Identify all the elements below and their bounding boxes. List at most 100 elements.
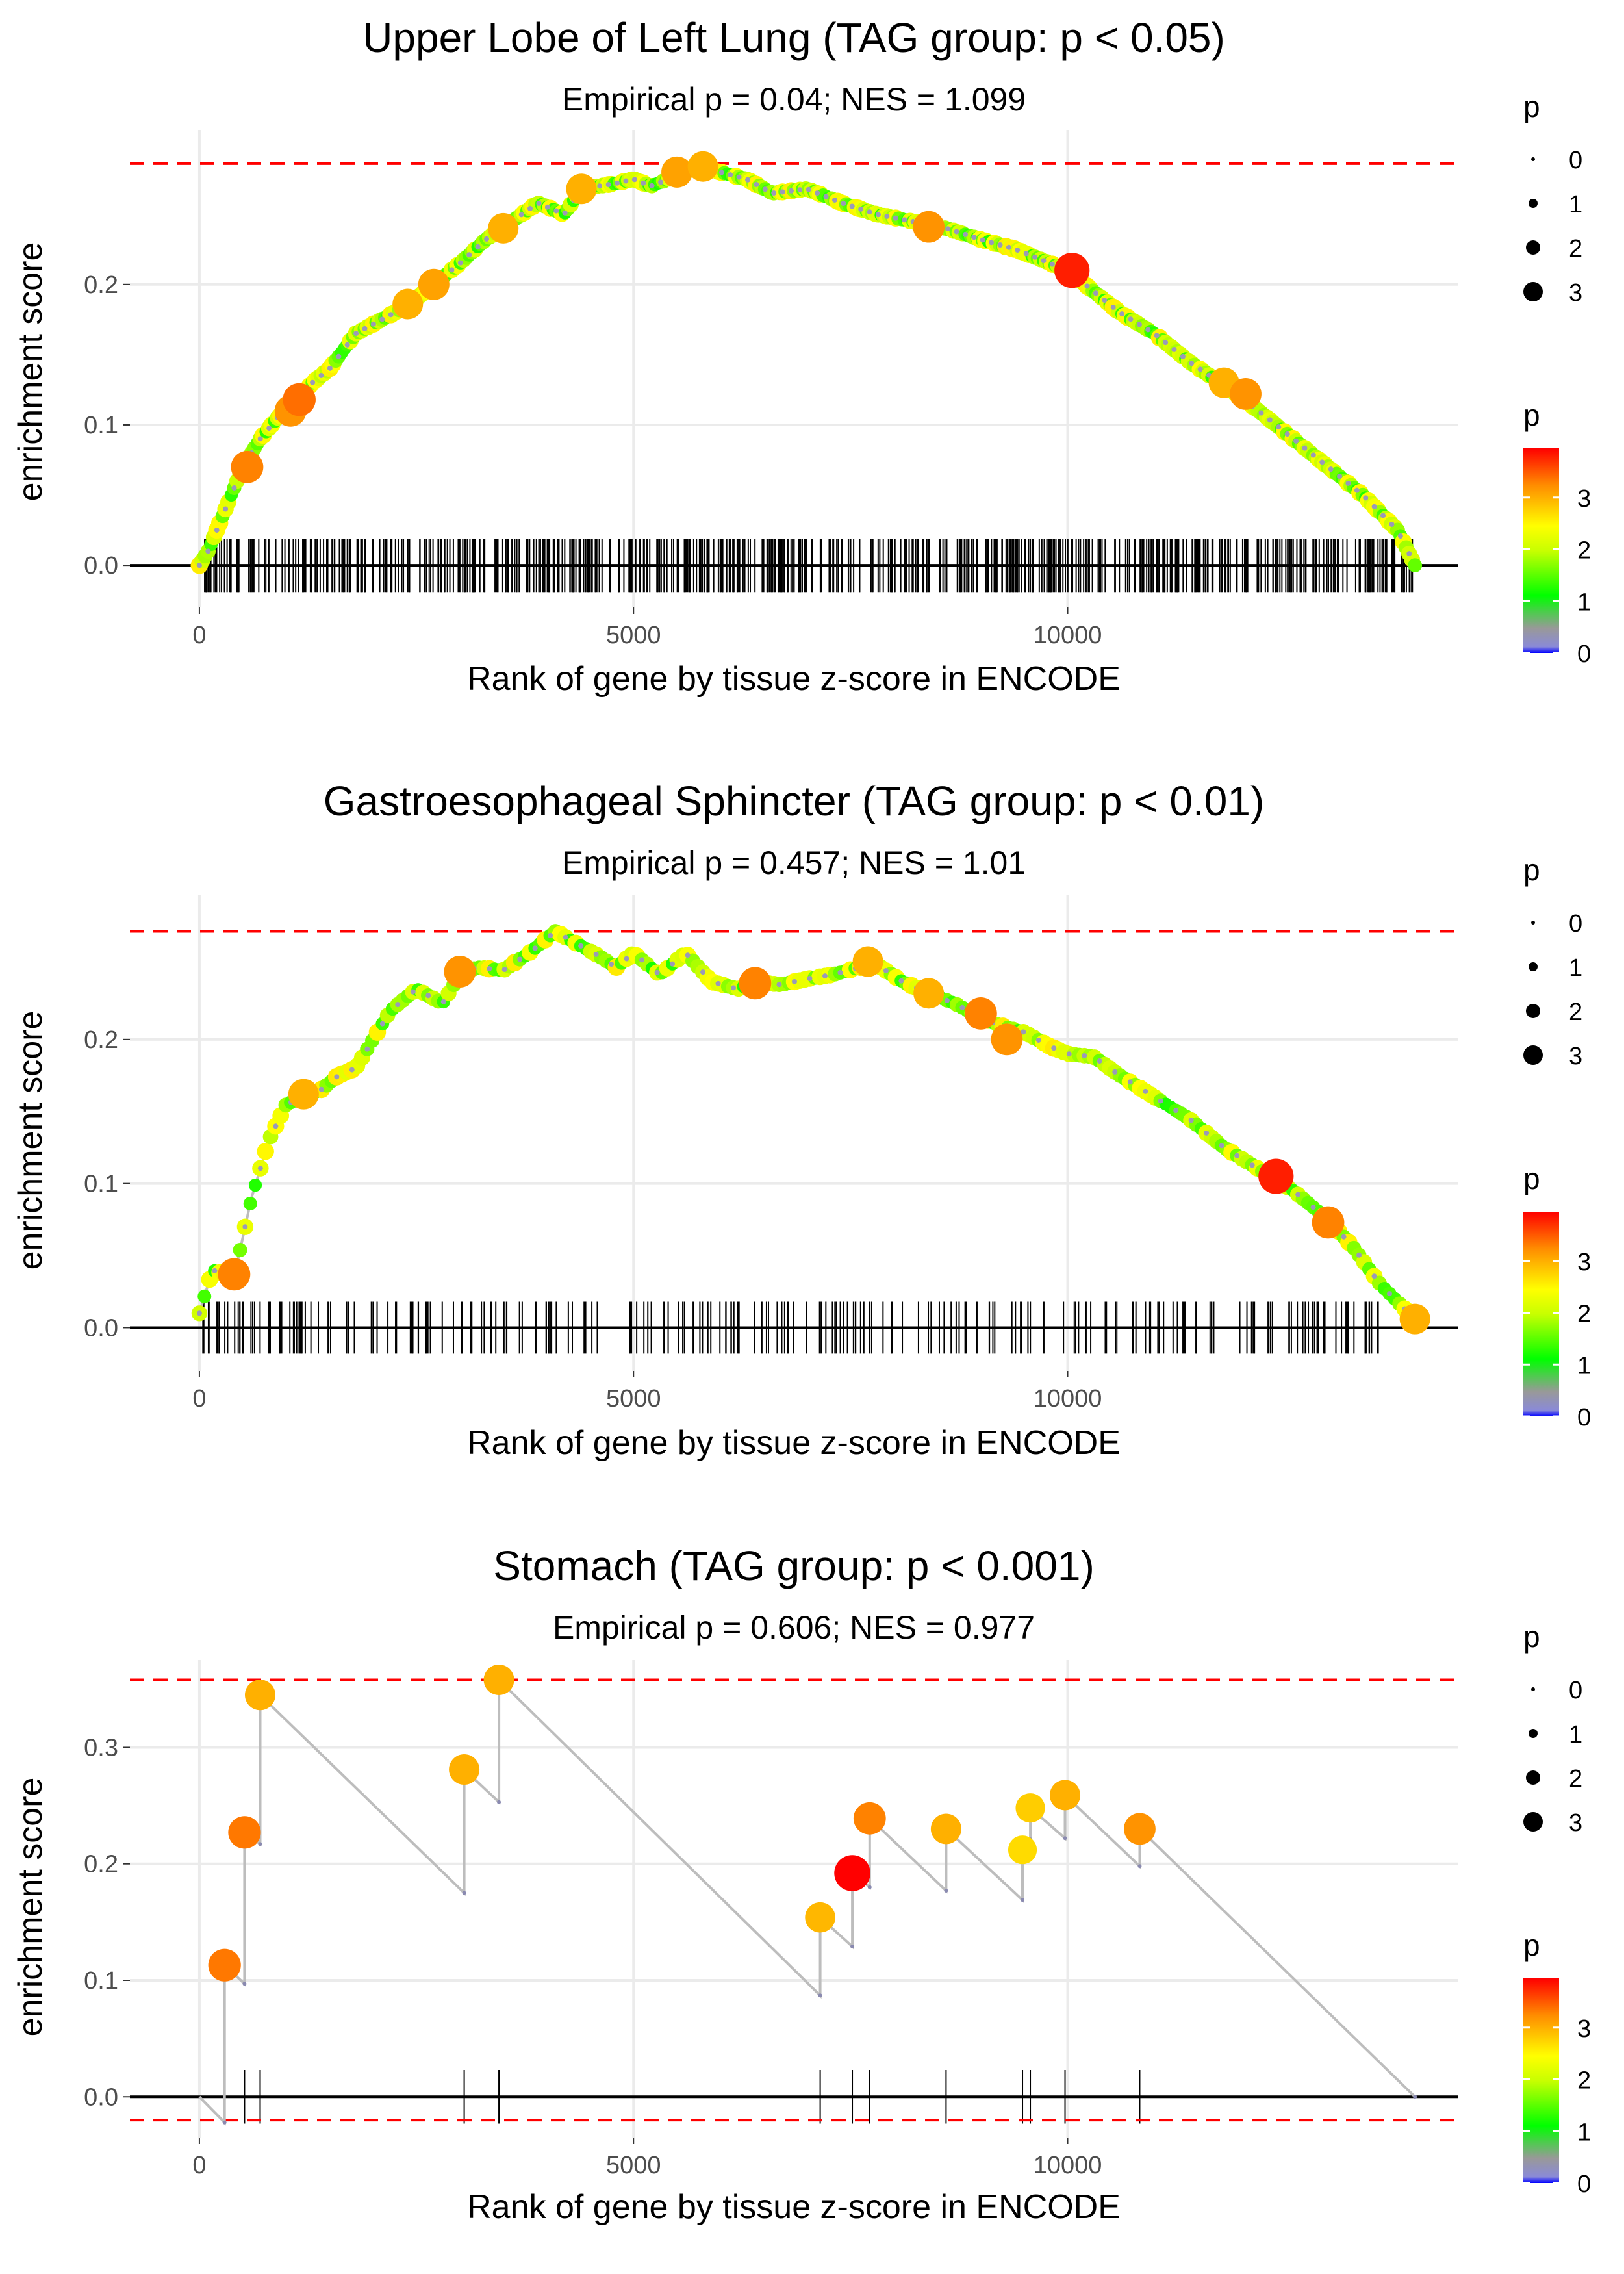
curve-point xyxy=(395,1002,401,1008)
curve-point xyxy=(310,379,316,385)
curve-point xyxy=(1380,513,1386,518)
color-legend-title: p xyxy=(1523,398,1540,432)
curve-point xyxy=(578,943,584,949)
curve-point xyxy=(728,172,733,177)
curve-point xyxy=(327,365,333,371)
x-tick-label: 10000 xyxy=(1034,2152,1102,2179)
x-tick-label: 10000 xyxy=(1034,622,1102,649)
curve-point xyxy=(536,200,542,206)
curve-point xyxy=(475,244,481,249)
highlight-point xyxy=(739,967,772,1000)
highlight-point xyxy=(1054,253,1090,288)
curve-point xyxy=(658,179,664,185)
curve-point xyxy=(1023,251,1029,257)
curve-point xyxy=(379,1021,385,1027)
curve-point xyxy=(1354,487,1360,493)
panel-2-size-legend: p 0 1 2 3 xyxy=(1523,853,1582,1070)
color-legend-label: 2 xyxy=(1577,2067,1591,2095)
curve-point xyxy=(1406,551,1412,557)
curve-point xyxy=(212,1268,218,1273)
curve-point xyxy=(997,242,1003,248)
curve-point xyxy=(1136,322,1142,327)
curve-point xyxy=(518,212,524,218)
color-legend-label: 1 xyxy=(1577,1352,1591,1379)
curve-point xyxy=(624,956,629,962)
curve-point xyxy=(1319,459,1325,465)
curve-point xyxy=(266,426,272,431)
panel-1-size-legend: p 0 1 2 3 xyxy=(1523,90,1582,307)
curve-point xyxy=(754,181,759,187)
curve-point xyxy=(884,213,890,219)
curve-point xyxy=(425,993,431,999)
curve-point xyxy=(242,1982,247,1986)
y-tick-label: 0.0 xyxy=(84,552,118,580)
size-legend-title: p xyxy=(1523,1620,1540,1654)
curve-point xyxy=(449,267,455,273)
curve-point xyxy=(971,235,977,240)
panel-2-ylabel: enrichment score xyxy=(12,1011,49,1270)
y-tick-label: 0.3 xyxy=(84,1734,118,1761)
curve-point xyxy=(841,201,846,207)
curve-point xyxy=(959,1004,965,1010)
curve-point xyxy=(1084,283,1090,289)
curve-point xyxy=(902,217,907,223)
highlight-point xyxy=(991,1023,1023,1056)
curve-point xyxy=(553,208,559,214)
curve-point xyxy=(379,316,385,322)
curve-point xyxy=(700,969,706,975)
curve-point xyxy=(1143,1088,1148,1094)
curve-point xyxy=(593,951,599,957)
curve-point xyxy=(1371,504,1377,509)
y-tick-label: 0.0 xyxy=(84,1314,118,1342)
curve-point xyxy=(1234,1153,1240,1158)
curve-point xyxy=(605,182,611,188)
curve-point xyxy=(1276,424,1282,430)
curve-point xyxy=(487,965,492,971)
curve-point xyxy=(850,1945,855,1948)
curve-point xyxy=(670,961,676,967)
curve-point xyxy=(731,985,737,991)
highlight-point xyxy=(418,268,450,300)
size-legend-label: 1 xyxy=(1569,1721,1582,1748)
panel-2-title: Gastroesophageal Sphincter (TAG group: p… xyxy=(324,778,1265,824)
curve-point xyxy=(466,252,472,258)
curve-point xyxy=(867,1885,872,1889)
size-legend-label: 0 xyxy=(1569,1677,1582,1704)
size-legend-label: 0 xyxy=(1569,147,1582,174)
highlight-point xyxy=(853,1802,886,1835)
curve-point xyxy=(1035,1037,1041,1043)
gene-point xyxy=(248,1179,262,1192)
curve-point xyxy=(223,506,229,512)
x-tick-label: 10000 xyxy=(1034,1385,1102,1412)
size-legend-key xyxy=(1523,1045,1543,1065)
curve-point xyxy=(562,210,568,216)
curve-point xyxy=(980,237,985,243)
curve-point xyxy=(893,215,898,221)
curve-point xyxy=(1197,366,1203,372)
y-tick-label: 0.1 xyxy=(84,1171,118,1198)
color-legend-bar xyxy=(1523,1978,1559,2183)
gene-point xyxy=(233,1242,247,1257)
color-legend-label: 2 xyxy=(1577,537,1591,565)
highlight-point xyxy=(1124,1813,1156,1845)
curve-point xyxy=(1137,1864,1142,1869)
size-legend-key xyxy=(1526,1004,1540,1018)
highlight-point xyxy=(208,1948,241,1982)
curve-point xyxy=(597,183,603,189)
curve-point xyxy=(273,1123,279,1129)
curve-point xyxy=(1293,438,1299,444)
curve-point xyxy=(837,970,843,976)
size-legend-key xyxy=(1531,1687,1535,1691)
curve-point xyxy=(1158,1098,1163,1104)
y-tick-label: 0.1 xyxy=(84,412,118,439)
curve-point xyxy=(1051,1045,1057,1051)
curve-point xyxy=(370,321,376,327)
curve-point xyxy=(1363,495,1369,501)
gene-point xyxy=(257,1142,274,1160)
size-legend-label: 3 xyxy=(1569,279,1582,307)
highlight-point xyxy=(1008,1835,1037,1865)
curve-point xyxy=(818,1993,822,1998)
curve-point xyxy=(1093,290,1098,296)
curve-point xyxy=(242,1224,248,1230)
curve-point xyxy=(807,976,813,982)
